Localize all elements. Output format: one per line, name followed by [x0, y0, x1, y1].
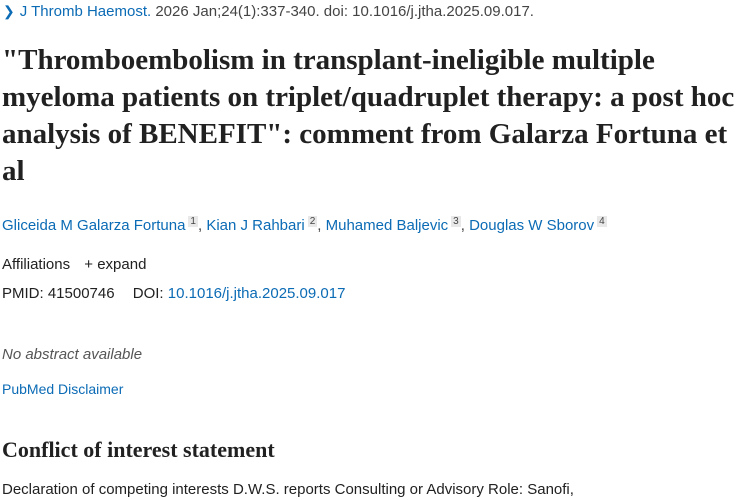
- affiliation-ref[interactable]: 1: [188, 216, 198, 227]
- affiliations-label: Affiliations: [2, 256, 71, 273]
- coi-heading: Conflict of interest statement: [2, 437, 275, 462]
- author-link[interactable]: Kian J Rahbari: [206, 217, 305, 234]
- doi-link[interactable]: 10.1016/j.jtha.2025.09.017: [167, 285, 346, 302]
- identifiers: PMID: 41500746 DOI: 10.1016/j.jtha.2025.…: [2, 285, 345, 302]
- coi-text: Declaration of competing interests D.W.S…: [2, 481, 574, 498]
- plus-icon: +: [84, 256, 94, 273]
- author-link[interactable]: Gliceida M Galarza Fortuna: [2, 217, 186, 234]
- affiliations-toggle[interactable]: Affiliations + expand: [2, 256, 146, 273]
- citation-details: 2026 Jan;24(1):337-340. doi: 10.1016/j.j…: [155, 3, 534, 20]
- chevron-right-icon[interactable]: ❯: [3, 3, 15, 19]
- citation: ❯ J Thromb Haemost. 2026 Jan;24(1):337-34…: [3, 3, 534, 20]
- affiliation-ref[interactable]: 2: [307, 216, 318, 227]
- no-abstract-note: No abstract available: [2, 346, 143, 363]
- expand-label[interactable]: expand: [97, 256, 147, 273]
- author-link[interactable]: Muhamed Baljevic: [325, 217, 449, 234]
- author-link[interactable]: Douglas W Sborov: [469, 217, 595, 234]
- pubmed-disclaimer-link[interactable]: PubMed Disclaimer: [2, 381, 124, 397]
- pmid-value: 41500746: [47, 285, 115, 302]
- affiliation-ref[interactable]: 4: [597, 216, 607, 227]
- author-list: Gliceida M Galarza Fortuna 1, Kian J Rahb…: [2, 216, 607, 234]
- pmid-label: PMID:: [2, 285, 44, 302]
- journal-link[interactable]: J Thromb Haemost.: [19, 3, 152, 20]
- doi-label: DOI:: [132, 285, 164, 302]
- article-title: "Thromboembolism in transplant-ineligibl…: [2, 44, 735, 187]
- affiliation-ref[interactable]: 3: [451, 216, 461, 227]
